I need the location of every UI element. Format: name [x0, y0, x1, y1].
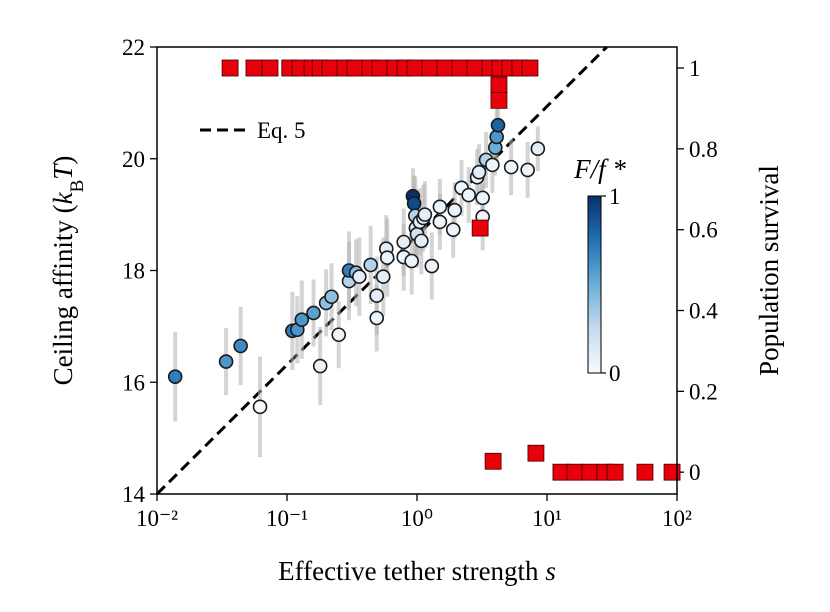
- survival-point: [521, 59, 539, 77]
- data-point: [461, 187, 477, 203]
- data-point: [520, 162, 535, 178]
- data-point: [404, 253, 419, 269]
- data-point: [331, 327, 347, 343]
- x-tick-label: 10⁻¹: [266, 506, 308, 531]
- y-axis-label-part: Ceiling affinity (: [48, 204, 78, 385]
- data-point: [233, 338, 248, 354]
- fit-line: [155, 45, 608, 496]
- y2-tick-label: 0.4: [689, 299, 718, 324]
- y2-tick-label: 0: [689, 460, 701, 485]
- survival-point: [261, 59, 279, 77]
- data-point: [432, 214, 448, 230]
- x-tick-label: 10⁰: [401, 506, 433, 531]
- survival-point: [451, 59, 469, 77]
- data-point: [379, 250, 395, 265]
- y-axis-label-part: ): [48, 156, 78, 165]
- y2-tick-label: 0.8: [689, 137, 718, 162]
- colorbar-label: F/f *: [573, 154, 626, 184]
- y-axis-label-part: T: [48, 163, 78, 180]
- data-point: [432, 199, 448, 215]
- data-point: [485, 157, 500, 173]
- y2-axis-label: Population survival: [754, 165, 784, 376]
- survival-point: [346, 59, 364, 77]
- legend-label: Eq. 5: [257, 118, 306, 143]
- survival-point: [371, 59, 389, 77]
- survival-point: [606, 463, 624, 481]
- colorbar-tick-label: 0: [609, 361, 621, 386]
- survival-point: [466, 59, 484, 77]
- data-point: [324, 289, 339, 305]
- x-axis-label-part: Effective tether strength: [278, 556, 545, 586]
- survival-point: [406, 59, 424, 77]
- y2-tick-label: 0.6: [689, 218, 718, 243]
- y-axis-label: Ceiling affinity (kBT): [48, 156, 88, 386]
- survival-point: [436, 59, 454, 77]
- y-tick-label: 18: [122, 259, 145, 284]
- data-point: [218, 354, 234, 369]
- data-point: [363, 257, 378, 273]
- survival-point: [581, 463, 599, 481]
- survival-point: [636, 463, 654, 481]
- data-point: [490, 117, 506, 133]
- x-tick-label: 10¹: [532, 506, 562, 531]
- y-axis-label-part: k: [48, 191, 78, 204]
- data-point: [417, 207, 433, 222]
- data-point: [406, 196, 422, 211]
- data-point: [396, 234, 411, 250]
- data-point: [475, 190, 490, 206]
- y-tick-label: 22: [122, 35, 145, 60]
- survival-point: [221, 59, 239, 77]
- survival-point: [566, 463, 584, 481]
- data-point: [424, 258, 440, 274]
- colorbar-tick-label: 1: [609, 184, 621, 209]
- y-axis-label-part: B: [67, 180, 88, 193]
- x-tick-label: 10²: [662, 506, 692, 531]
- y-tick-label: 16: [122, 370, 145, 395]
- data-point: [447, 202, 463, 218]
- survival-point: [245, 59, 263, 77]
- survival-point: [663, 463, 681, 481]
- data-point: [375, 269, 391, 284]
- data-point: [167, 369, 183, 384]
- data-point: [530, 141, 546, 156]
- data-point: [294, 312, 310, 327]
- colorbar: [587, 195, 602, 374]
- y-tick-label: 14: [122, 482, 146, 507]
- survival-point: [490, 76, 508, 94]
- data-point: [312, 358, 328, 374]
- survival-point: [490, 91, 508, 109]
- x-axis-label: Effective tether strength s: [278, 556, 556, 586]
- survival-point: [471, 219, 489, 237]
- y2-tick-label: 1: [689, 56, 701, 81]
- data-point: [414, 233, 429, 249]
- survival-point: [321, 59, 339, 77]
- data-point: [252, 399, 268, 415]
- data-point: [503, 159, 519, 175]
- data-point: [471, 164, 487, 180]
- plot-frame: [156, 46, 678, 495]
- y2-tick-label: 0.2: [689, 379, 718, 404]
- survival-point: [527, 444, 545, 462]
- survival-point: [421, 59, 439, 77]
- y-tick-label: 20: [122, 147, 145, 172]
- data-point: [369, 288, 385, 303]
- data-point: [369, 310, 385, 326]
- data-point: [306, 305, 321, 321]
- data-point: [489, 129, 504, 145]
- data-point: [445, 222, 461, 238]
- x-tick-label: 10⁻²: [136, 506, 178, 531]
- survival-point: [484, 452, 502, 470]
- x-axis-label-part: s: [545, 556, 556, 586]
- data-point: [352, 269, 367, 284]
